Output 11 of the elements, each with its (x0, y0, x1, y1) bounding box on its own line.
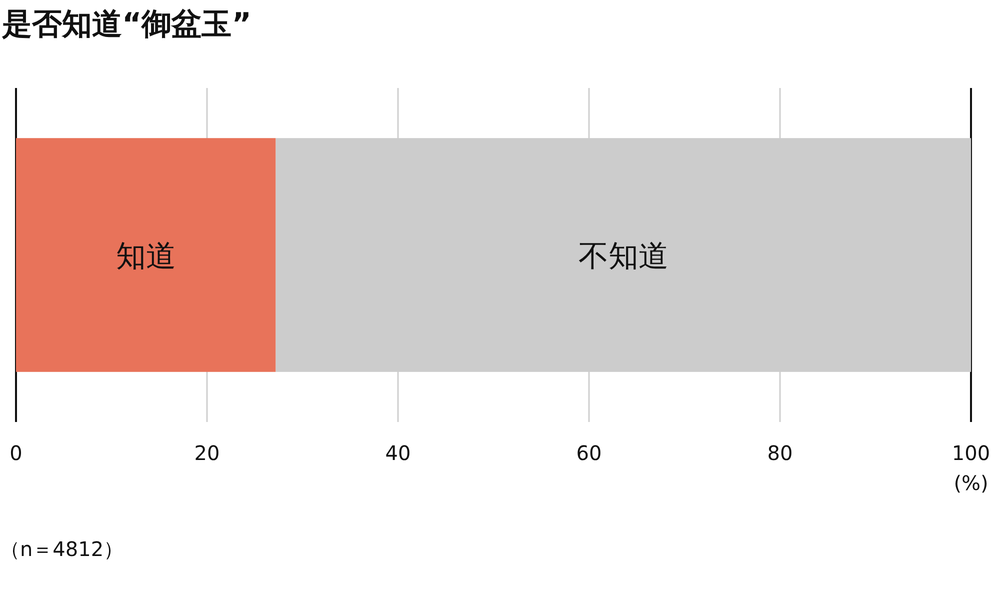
chart-title: 是否知道“御盆玉” (1, 7, 252, 42)
series-label: 知道 (116, 239, 176, 274)
x-tick-label: 20 (194, 441, 220, 465)
x-tick-label: 60 (576, 441, 602, 465)
series-label: 不知道 (578, 239, 668, 274)
text: （n＝4812） (0, 537, 124, 561)
x-axis-title: (%) (954, 471, 988, 495)
x-tick-label: 0 (10, 441, 22, 465)
x-tick-label: 100 (952, 441, 990, 465)
x-tick-label: 40 (385, 441, 411, 465)
x-tick-label: 80 (767, 441, 793, 465)
